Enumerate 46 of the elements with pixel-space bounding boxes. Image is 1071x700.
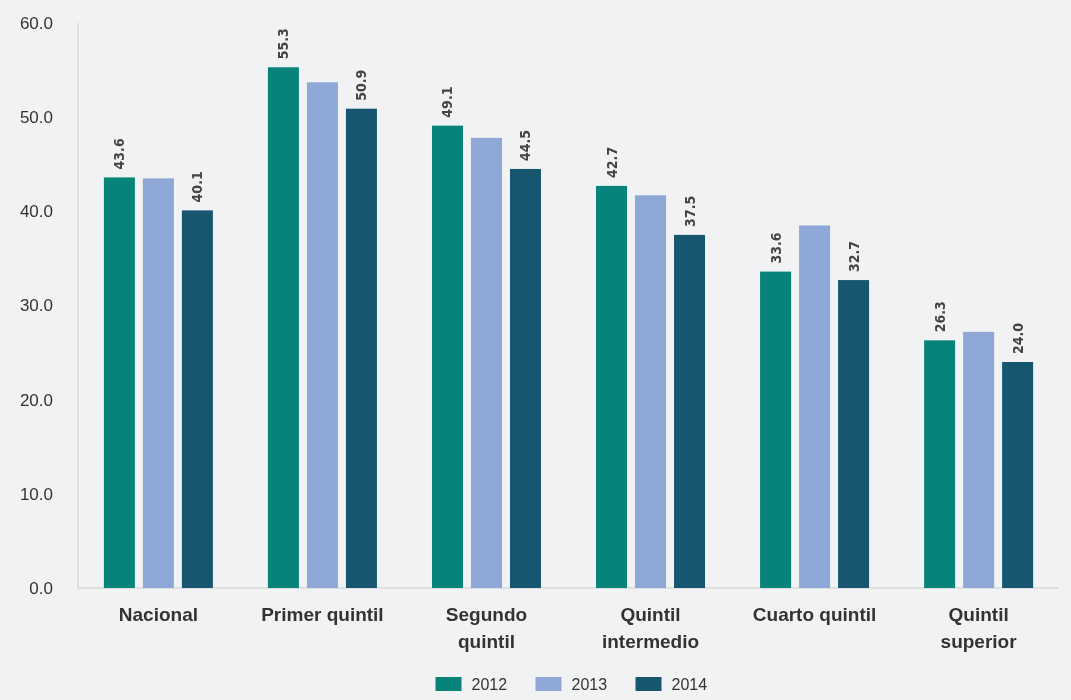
bar xyxy=(306,82,338,588)
legend-label: 2014 xyxy=(671,675,708,693)
bar xyxy=(838,280,870,588)
bar xyxy=(760,271,792,588)
bar xyxy=(635,195,667,588)
data-label: 50.9 xyxy=(353,69,370,101)
data-label: 33.6 xyxy=(767,232,784,264)
bar xyxy=(431,125,463,588)
y-tick-label: 0.0 xyxy=(29,578,53,598)
y-tick-label: 40.0 xyxy=(19,202,53,222)
data-label: 42.7 xyxy=(603,146,620,178)
x-tick-label: Primer quintil xyxy=(261,604,384,625)
data-label: 55.3 xyxy=(275,28,292,60)
data-label: 44.5 xyxy=(517,129,534,161)
legend-label: 2013 xyxy=(571,675,608,693)
bar xyxy=(470,137,502,588)
bar xyxy=(181,210,213,588)
legend-label: 2012 xyxy=(471,675,508,693)
y-tick-label: 20.0 xyxy=(19,390,53,410)
y-tick-label: 60.0 xyxy=(19,13,53,33)
bar xyxy=(674,234,706,588)
y-tick-label: 10.0 xyxy=(19,484,53,504)
x-tick-label: Quintil superior xyxy=(940,604,1018,652)
bar xyxy=(799,225,831,588)
y-tick-label: 30.0 xyxy=(19,296,53,316)
data-label: 37.5 xyxy=(681,195,698,227)
data-label: 26.3 xyxy=(931,301,948,333)
x-tick-label: Quintil intermedio xyxy=(601,604,700,652)
bar xyxy=(103,177,135,588)
bar xyxy=(345,108,377,588)
bar xyxy=(267,67,299,588)
x-tick-label: Cuarto quintil xyxy=(752,604,877,625)
y-tick-label: 50.0 xyxy=(19,108,53,128)
data-label: 32.7 xyxy=(845,241,862,273)
bar xyxy=(924,340,956,588)
data-label: 40.1 xyxy=(189,171,206,203)
x-tick-label: Segundo quintil xyxy=(445,604,528,652)
bar xyxy=(596,185,628,588)
data-label: 24.0 xyxy=(1009,322,1026,354)
data-label: 49.1 xyxy=(439,86,456,118)
bar xyxy=(509,168,541,588)
x-tick-label: Nacional xyxy=(118,604,198,625)
bar xyxy=(1002,362,1034,588)
bar xyxy=(142,178,174,588)
bar xyxy=(963,331,995,588)
data-label: 43.6 xyxy=(111,138,128,170)
